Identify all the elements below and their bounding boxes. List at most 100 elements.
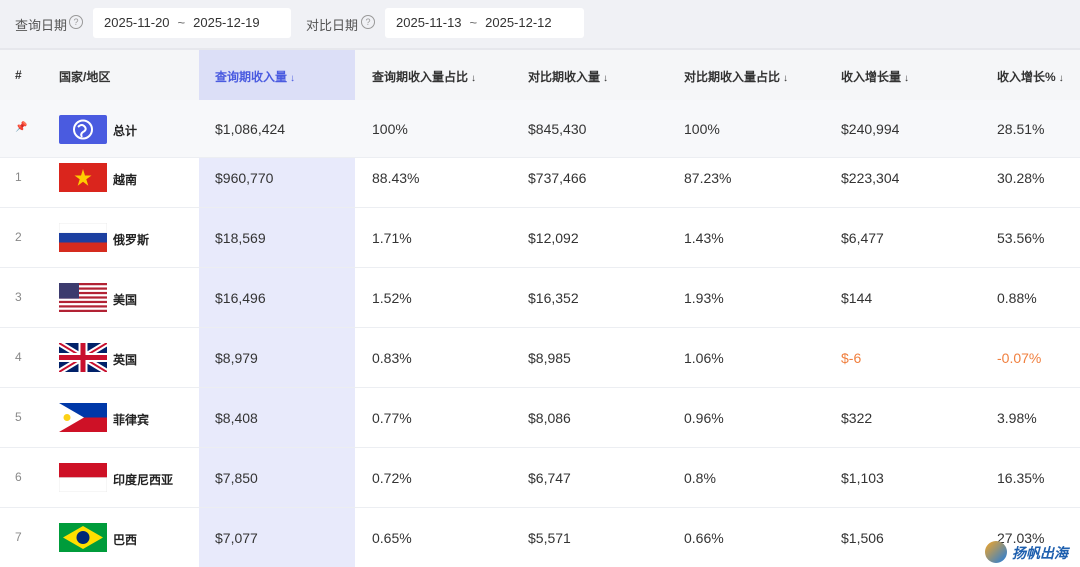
query-revenue: $18,569 [215, 230, 266, 246]
table-row[interactable]: 4 英国 $8,979 0.83% $8,985 1.06% $-6 -0.07… [0, 328, 1080, 388]
growth: $1,103 [841, 470, 884, 486]
growth-pct: 28.51% [997, 121, 1045, 137]
query-revenue: $7,850 [215, 470, 258, 486]
uk-flag-icon [59, 343, 107, 372]
growth-pct: 0.88% [997, 290, 1037, 306]
range-separator: ~ [177, 15, 186, 30]
sort-arrow-icon: ↓ [290, 73, 296, 84]
col-growth[interactable]: 收入增长量 ↓ [841, 68, 909, 85]
compare-start-date: 2025-11-13 [396, 15, 462, 30]
compare-revenue: $8,985 [528, 350, 571, 366]
watermark-text: 扬帆出海 [1012, 545, 1068, 561]
rank: 5 [15, 410, 22, 424]
compare-share: 1.93% [684, 290, 724, 306]
query-revenue: $960,770 [215, 170, 274, 186]
query-share: 0.83% [372, 350, 412, 366]
growth-pct: 16.35% [997, 470, 1045, 486]
compare-share: 0.66% [684, 530, 724, 546]
compare-revenue: $5,571 [528, 530, 571, 546]
indonesia-flag-icon [59, 463, 107, 492]
vietnam-flag-icon [59, 163, 107, 192]
logo-icon [985, 541, 1007, 563]
table-row-total[interactable]: 📌 总计 $1,086,424 100% $845,430 100% $240,… [0, 100, 1080, 158]
growth-pct: 3.98% [997, 410, 1037, 426]
compare-share: 1.06% [684, 350, 724, 366]
country-name: 菲律宾 [113, 413, 150, 427]
query-share: 0.65% [372, 530, 412, 546]
col-query-share-label: 查询期收入量占比 [372, 70, 469, 84]
table-row[interactable]: 7 巴西 $7,077 0.65% $5,571 0.66% $1,506 27… [0, 508, 1080, 567]
rank: 7 [15, 530, 22, 544]
col-compare-revenue[interactable]: 对比期收入量 ↓ [528, 68, 608, 85]
growth: $-6 [841, 350, 862, 366]
query-share: 0.72% [372, 470, 412, 486]
col-compare-share[interactable]: 对比期收入量占比 ↓ [684, 68, 788, 85]
compare-revenue: $8,086 [528, 410, 571, 426]
col-compare-share-label: 对比期收入量占比 [684, 70, 781, 84]
sort-arrow-icon: ↓ [471, 73, 477, 84]
compare-date-range-picker[interactable]: 2025-11-13 ~2025-12-12 [385, 8, 584, 38]
growth-pct: 27.03% [997, 530, 1045, 546]
philippines-flag-icon [59, 403, 107, 432]
growth: $144 [841, 290, 873, 306]
table-row[interactable]: 3 美国 $16,496 1.52% $16,352 1.93% $144 0.… [0, 268, 1080, 328]
help-icon[interactable]: ? [361, 15, 375, 29]
compare-share: 100% [684, 121, 720, 137]
table-row[interactable]: 6 印度尼西亚 $7,850 0.72% $6,747 0.8% $1,103 … [0, 448, 1080, 508]
query-share: 1.52% [372, 290, 412, 306]
growth-pct: -0.07% [997, 350, 1042, 366]
compare-share: 0.8% [684, 470, 716, 486]
compare-revenue: $12,092 [528, 230, 579, 246]
query-revenue: $7,077 [215, 530, 258, 546]
table-row[interactable]: 5 菲律宾 $8,408 0.77% $8,086 0.96% $322 3.9… [0, 388, 1080, 448]
compare-share: 1.43% [684, 230, 724, 246]
globe-icon [59, 115, 107, 144]
sorted-header-highlight [199, 50, 355, 100]
russia-flag-icon [59, 223, 107, 252]
query-revenue: $8,979 [215, 350, 258, 366]
country-name: 印度尼西亚 [113, 473, 174, 487]
country-name: 越南 [113, 173, 138, 187]
col-compare-revenue-label: 对比期收入量 [528, 70, 601, 84]
range-separator: ~ [469, 15, 478, 30]
usa-flag-icon [59, 283, 107, 312]
query-date-label: 查询日期 [15, 18, 68, 33]
query-share: 0.77% [372, 410, 412, 426]
query-share: 1.71% [372, 230, 412, 246]
col-growth-pct[interactable]: 收入增长% ↓ [997, 68, 1064, 85]
pin-icon: 📌 [15, 122, 28, 133]
col-query-share[interactable]: 查询期收入量占比 ↓ [372, 68, 476, 85]
table-header: # 国家/地区 查询期收入量 ↓ 查询期收入量占比 ↓ 对比期收入量 ↓ 对比期收入量… [0, 50, 1080, 100]
revenue-table: # 国家/地区 查询期收入量 ↓ 查询期收入量占比 ↓ 对比期收入量 ↓ 对比期收入量… [0, 50, 1080, 567]
table-row[interactable]: 2 俄罗斯 $18,569 1.71% $12,092 1.43% $6,477… [0, 208, 1080, 268]
compare-revenue: $845,430 [528, 121, 587, 137]
col-index: # [15, 68, 22, 82]
compare-end-date: 2025-12-12 [485, 15, 552, 30]
query-share: 100% [372, 121, 408, 137]
filter-bar: 查询日期 ? 2025-11-20 ~2025-12-19 对比日期 ? 2025… [0, 0, 1080, 50]
growth: $1,506 [841, 530, 884, 546]
rank: 2 [15, 230, 22, 244]
query-revenue: $1,086,424 [215, 121, 286, 137]
sort-arrow-icon: ↓ [783, 73, 789, 84]
query-revenue: $16,496 [215, 290, 266, 306]
watermark-logo: 扬帆出海 [985, 541, 1068, 565]
query-date-range-picker[interactable]: 2025-11-20 ~2025-12-19 [93, 8, 291, 38]
table-row[interactable]: 1 越南 $960,770 88.43% $737,466 87.23% $22… [0, 158, 1080, 208]
compare-share: 0.96% [684, 410, 724, 426]
sort-arrow-icon: ↓ [904, 73, 910, 84]
country-name: 总计 [113, 124, 138, 138]
col-country: 国家/地区 [59, 70, 111, 84]
growth: $240,994 [841, 121, 900, 137]
rank: 3 [15, 290, 22, 304]
compare-date-label: 对比日期 [306, 18, 359, 33]
compare-revenue: $6,747 [528, 470, 571, 486]
col-query-revenue[interactable]: 查询期收入量 ↓ [215, 68, 295, 85]
rank: 6 [15, 470, 22, 484]
help-icon[interactable]: ? [69, 15, 83, 29]
growth: $6,477 [841, 230, 884, 246]
col-query-revenue-label: 查询期收入量 [215, 70, 288, 84]
country-name: 巴西 [113, 533, 138, 547]
growth: $322 [841, 410, 873, 426]
query-share: 88.43% [372, 170, 420, 186]
